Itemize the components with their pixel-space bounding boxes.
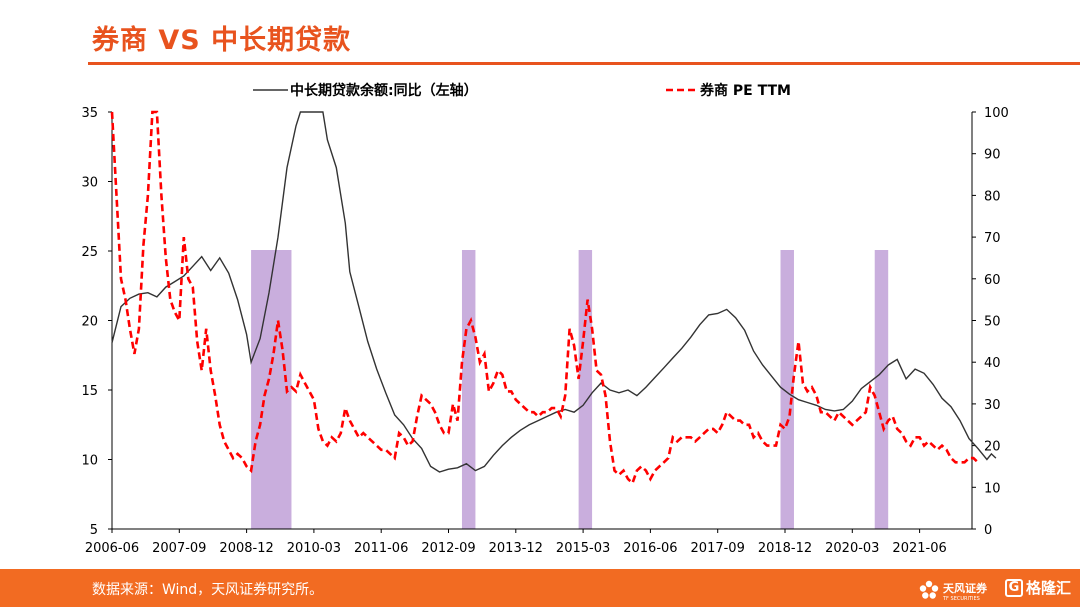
left-tick-label: 35 — [81, 106, 98, 121]
shaded-periods — [251, 250, 889, 529]
right-tick-label: 50 — [984, 315, 1001, 330]
shade-band-5 — [874, 250, 889, 529]
brand-tf-subtitle: TF SECURITIES — [943, 596, 980, 602]
flower-icon — [919, 580, 939, 599]
x-tick-label: 2015-03 — [556, 541, 610, 556]
chart-axes — [111, 112, 973, 530]
chart: 5 10 15 20 25 30 35 0 10 20 30 40 50 60 70 80 90 100 2006-… — [81, 82, 1008, 556]
series-line-pe — [110, 110, 979, 486]
shade-band-1 — [251, 250, 292, 529]
right-tick-label: 70 — [984, 231, 1001, 246]
left-tick-label: 30 — [81, 176, 98, 191]
shade-band-2 — [461, 250, 476, 529]
right-tick-label: 10 — [984, 481, 1001, 496]
right-tick-label: 40 — [984, 356, 1001, 371]
right-tick-label: 20 — [984, 440, 1001, 455]
brand-gl-logo: G 格隆汇 — [1005, 577, 1071, 598]
page-title: 券商 VS 中长期贷款 — [92, 25, 352, 56]
left-tick-label: 15 — [81, 384, 98, 399]
footer-bar: 数据来源：Wind，天风证券研究所。 天风证券 TF SECURITIES G … — [0, 569, 1080, 607]
right-tick-label: 90 — [984, 148, 1001, 163]
x-tick-label: 2016-06 — [623, 541, 677, 556]
x-tick-label: 2020-03 — [825, 541, 879, 556]
shade-band-3 — [578, 250, 593, 529]
right-tick-label: 100 — [984, 106, 1009, 121]
x-tick-label: 2011-06 — [354, 541, 408, 556]
x-tick-label: 2006-06 — [85, 541, 139, 556]
brand-tf-name: 天风证券 — [943, 582, 987, 595]
brand-gl-name: 格隆汇 — [1026, 579, 1072, 597]
gl-logo-icon: G — [1005, 578, 1023, 597]
right-tick-label: 60 — [984, 273, 1001, 288]
series-line-loan — [111, 111, 997, 473]
brand-tf-logo: 天风证券 TF SECURITIES — [918, 577, 987, 602]
title-underline — [88, 62, 1080, 65]
left-tick-label: 20 — [81, 315, 98, 330]
right-tick-label: 0 — [984, 523, 992, 538]
x-tick-label: 2017-09 — [691, 541, 745, 556]
x-tick-label: 2021-06 — [892, 541, 946, 556]
x-tick-label: 2013-12 — [489, 541, 543, 556]
legend-label-pe: 券商 PE TTM — [700, 82, 791, 99]
data-source-note: 数据来源：Wind，天风证券研究所。 — [92, 582, 324, 598]
tick-labels: 5 10 15 20 25 30 35 0 10 20 30 40 50 60 70 80 90 100 2006-… — [81, 106, 1008, 556]
legend: 中长期贷款余额:同比（左轴） 券商 PE TTM — [253, 82, 791, 99]
left-tick-label: 10 — [81, 454, 98, 469]
right-tick-label: 80 — [984, 189, 1001, 204]
legend-label-loan: 中长期贷款余额:同比（左轴） — [290, 82, 478, 99]
x-tick-label: 2007-09 — [152, 541, 206, 556]
right-tick-label: 30 — [984, 398, 1001, 413]
x-tick-label: 2008-12 — [219, 541, 273, 556]
shade-band-4 — [780, 250, 794, 529]
x-tick-label: 2010-03 — [287, 541, 341, 556]
left-tick-label: 25 — [81, 245, 98, 260]
left-tick-label: 5 — [90, 523, 98, 538]
x-tick-label: 2018-12 — [758, 541, 812, 556]
x-tick-label: 2012-09 — [421, 541, 475, 556]
